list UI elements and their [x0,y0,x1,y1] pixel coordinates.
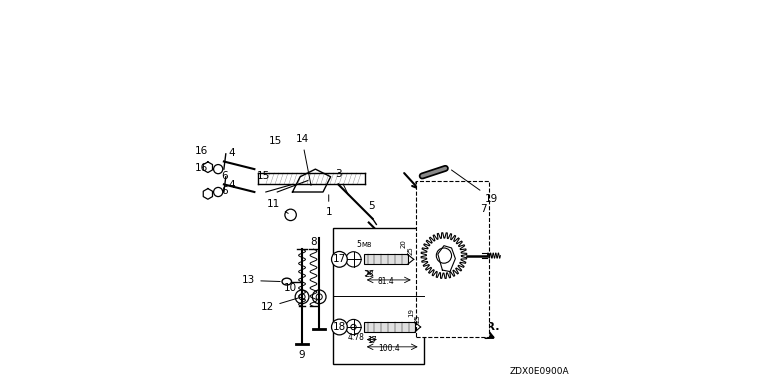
Text: 25: 25 [415,314,421,323]
Text: ZDX0E0900A: ZDX0E0900A [509,367,569,376]
Bar [364,254,408,264]
Text: 6: 6 [221,186,227,196]
Text: 15: 15 [257,170,270,180]
Text: 100.4: 100.4 [379,344,400,353]
Text: 19: 19 [409,308,415,316]
Text: 1: 1 [326,195,332,217]
Text: 17: 17 [333,254,346,264]
Text: 17: 17 [367,336,376,345]
Text: 5: 5 [369,201,375,211]
Bar [416,180,489,337]
Text: 2: 2 [400,323,406,361]
Text: 7: 7 [481,204,487,214]
Text: 14: 14 [296,134,311,185]
Text: 15: 15 [269,136,282,146]
Bar [333,228,424,364]
Text: 23: 23 [364,270,374,279]
Text: 5: 5 [369,232,375,242]
Text: 9: 9 [299,350,306,360]
Text: 20: 20 [401,239,407,248]
Text: 6: 6 [221,170,227,180]
Text: 25: 25 [408,246,414,255]
Text: 13: 13 [242,275,280,285]
Text: 81.4: 81.4 [377,277,394,286]
Text: 7: 7 [465,278,488,328]
Bar [364,323,415,332]
Text: 4.78: 4.78 [348,333,365,342]
Text: 3: 3 [335,169,349,195]
Text: 5: 5 [356,240,361,249]
Text: 8: 8 [310,237,316,247]
Text: 18: 18 [333,322,346,332]
Text: 11: 11 [266,199,288,214]
Text: 10: 10 [284,278,302,293]
Text: 12: 12 [261,298,300,312]
Text: 4: 4 [228,180,235,190]
Text: 16: 16 [195,146,208,156]
Text: 16: 16 [195,163,208,173]
Text: 19: 19 [452,170,498,204]
Text: 4: 4 [228,148,235,158]
Text: M8: M8 [362,242,372,248]
Text: FR.: FR. [479,322,500,332]
